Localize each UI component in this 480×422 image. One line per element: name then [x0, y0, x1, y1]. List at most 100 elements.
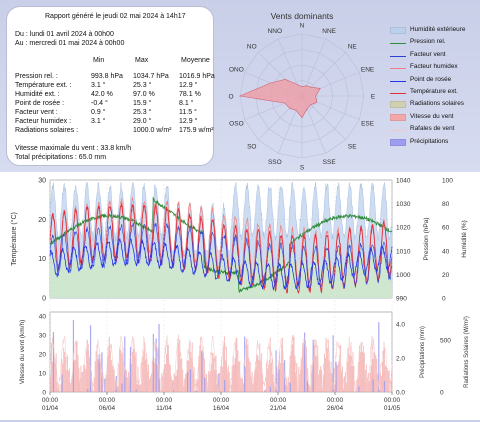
stat-min: 42.0 %: [91, 91, 113, 98]
wind-speed-bar: [298, 367, 299, 392]
wind-direction-label: SSE: [323, 159, 337, 166]
wind-speed-bar: [338, 361, 339, 392]
wind-direction-label: E: [371, 94, 376, 101]
wind-speed-bar: [369, 381, 370, 392]
rain-bar: [99, 355, 100, 392]
wind-direction-label: S: [300, 165, 305, 172]
wind-speed-bar: [141, 362, 142, 392]
stat-label: Température ext. :: [15, 82, 71, 89]
pressure-tick: 1030: [396, 201, 411, 208]
stat-avg: 12.9 °: [179, 118, 197, 125]
rain-bar: [384, 381, 385, 392]
wind-speed-bar: [326, 344, 327, 392]
col-header-min: Min: [93, 57, 104, 64]
wind-speed-bar: [132, 352, 133, 392]
rain-bar: [136, 390, 137, 392]
legend-label: Température ext.: [410, 88, 458, 95]
wind-speed-bar: [316, 357, 317, 392]
stat-max: 1000.0 w/m²: [133, 127, 172, 134]
wind-speed-bar: [155, 359, 156, 392]
rain-bar: [270, 387, 271, 392]
rain-bar: [372, 379, 373, 392]
wind-speed-bar: [180, 359, 181, 392]
x-tick-date: 11/04: [156, 405, 172, 412]
wind-speed-bar: [195, 391, 196, 392]
wind-speed-bar: [269, 360, 270, 392]
wind-speed-bar: [157, 348, 158, 392]
legend-label: Rafales de vent: [410, 125, 454, 132]
legend-swatch: [390, 27, 406, 34]
wind-speed-bar: [327, 348, 328, 392]
wind-direction-label: ESE: [361, 121, 375, 128]
wind-speed-bar: [210, 371, 211, 392]
col-header-max: Max: [135, 57, 148, 64]
wind-direction-label: ONO: [229, 66, 244, 73]
wind-speed-bar: [389, 370, 390, 392]
wind-speed-bar: [167, 345, 168, 392]
legend-swatch: [390, 43, 406, 44]
wind-speed-bar: [362, 352, 363, 392]
wind-speed-bar: [134, 349, 135, 392]
rain-bar: [190, 369, 191, 392]
wind-speed-bar: [165, 364, 166, 392]
rain-tick: 0.0: [396, 390, 405, 397]
wind-speed-bar: [75, 360, 76, 392]
wind-speed-bar: [186, 373, 187, 392]
wind-speed-bar: [258, 360, 259, 392]
wind-axis-label: Vitesse du vent (km/h): [19, 320, 26, 385]
wind-speed-bar: [260, 361, 261, 392]
pressure-tick: 1020: [396, 225, 411, 232]
wind-tick: 30: [39, 333, 47, 340]
wind-speed-bar: [294, 337, 295, 392]
wind-speed-bar: [118, 387, 119, 392]
x-tick-date: 06/04: [99, 405, 116, 412]
wind-speed-bar: [337, 365, 338, 392]
legend-swatch: [390, 139, 406, 146]
stat-label: Radiations solaires :: [15, 127, 78, 134]
x-tick-time: 00:00: [384, 397, 401, 404]
pressure-tick: 1000: [396, 272, 411, 279]
wind-speed-bar: [350, 347, 351, 392]
temp-tick: 30: [38, 178, 46, 185]
legend-label: Radiations solaires: [410, 100, 464, 107]
humidity-tick: 20: [442, 272, 450, 279]
wind-direction-label: NO: [247, 43, 257, 50]
wind-speed-bar: [86, 351, 87, 392]
rain-bar: [158, 324, 159, 392]
solar-tick: 500: [440, 338, 451, 345]
wind-speed-bar: [143, 352, 144, 392]
wind-speed-bar: [256, 354, 257, 392]
rain-axis-label: Précipitations (mm): [420, 326, 426, 378]
wind-speed-bar: [178, 343, 179, 392]
wind-speed-bar: [246, 339, 247, 392]
wind-speed-bar: [118, 364, 119, 392]
x-tick-time: 00:00: [213, 397, 230, 404]
legend-label: Facteur vent: [410, 51, 446, 58]
rain-bar: [307, 381, 308, 392]
wind-speed-bar: [79, 383, 80, 392]
stat-max: 29.0 °: [133, 118, 151, 125]
wind-direction-label: SE: [348, 144, 357, 151]
legend-swatch: [390, 101, 406, 108]
wind-max-text: Vitesse maximale du vent : 33.8 km/h: [15, 145, 131, 152]
wind-speed-bar: [57, 382, 58, 392]
wind-speed-bar: [349, 355, 350, 392]
report-to: Au : mercredi 01 mai 2024 à 00h00: [15, 40, 124, 47]
wind-speed-bar: [110, 351, 111, 392]
wind-speed-bar: [348, 348, 349, 392]
wind-speed-bar: [52, 362, 53, 392]
legend-label: Précipitations: [410, 138, 448, 145]
wind-speed-bar: [145, 360, 146, 392]
wind-speed-bar: [138, 366, 139, 392]
wind-direction-label: SSO: [268, 159, 282, 166]
rain-tick: 4.0: [396, 322, 405, 329]
legend-item: Précipitations: [390, 138, 478, 148]
wind-speed-bar: [140, 384, 141, 392]
stat-max: 97.0 %: [133, 91, 155, 98]
stat-avg: 11.5 °: [179, 109, 197, 116]
rain-bar: [335, 362, 336, 392]
wind-speed-bar: [303, 343, 304, 392]
wind-tick: 0: [42, 390, 46, 397]
